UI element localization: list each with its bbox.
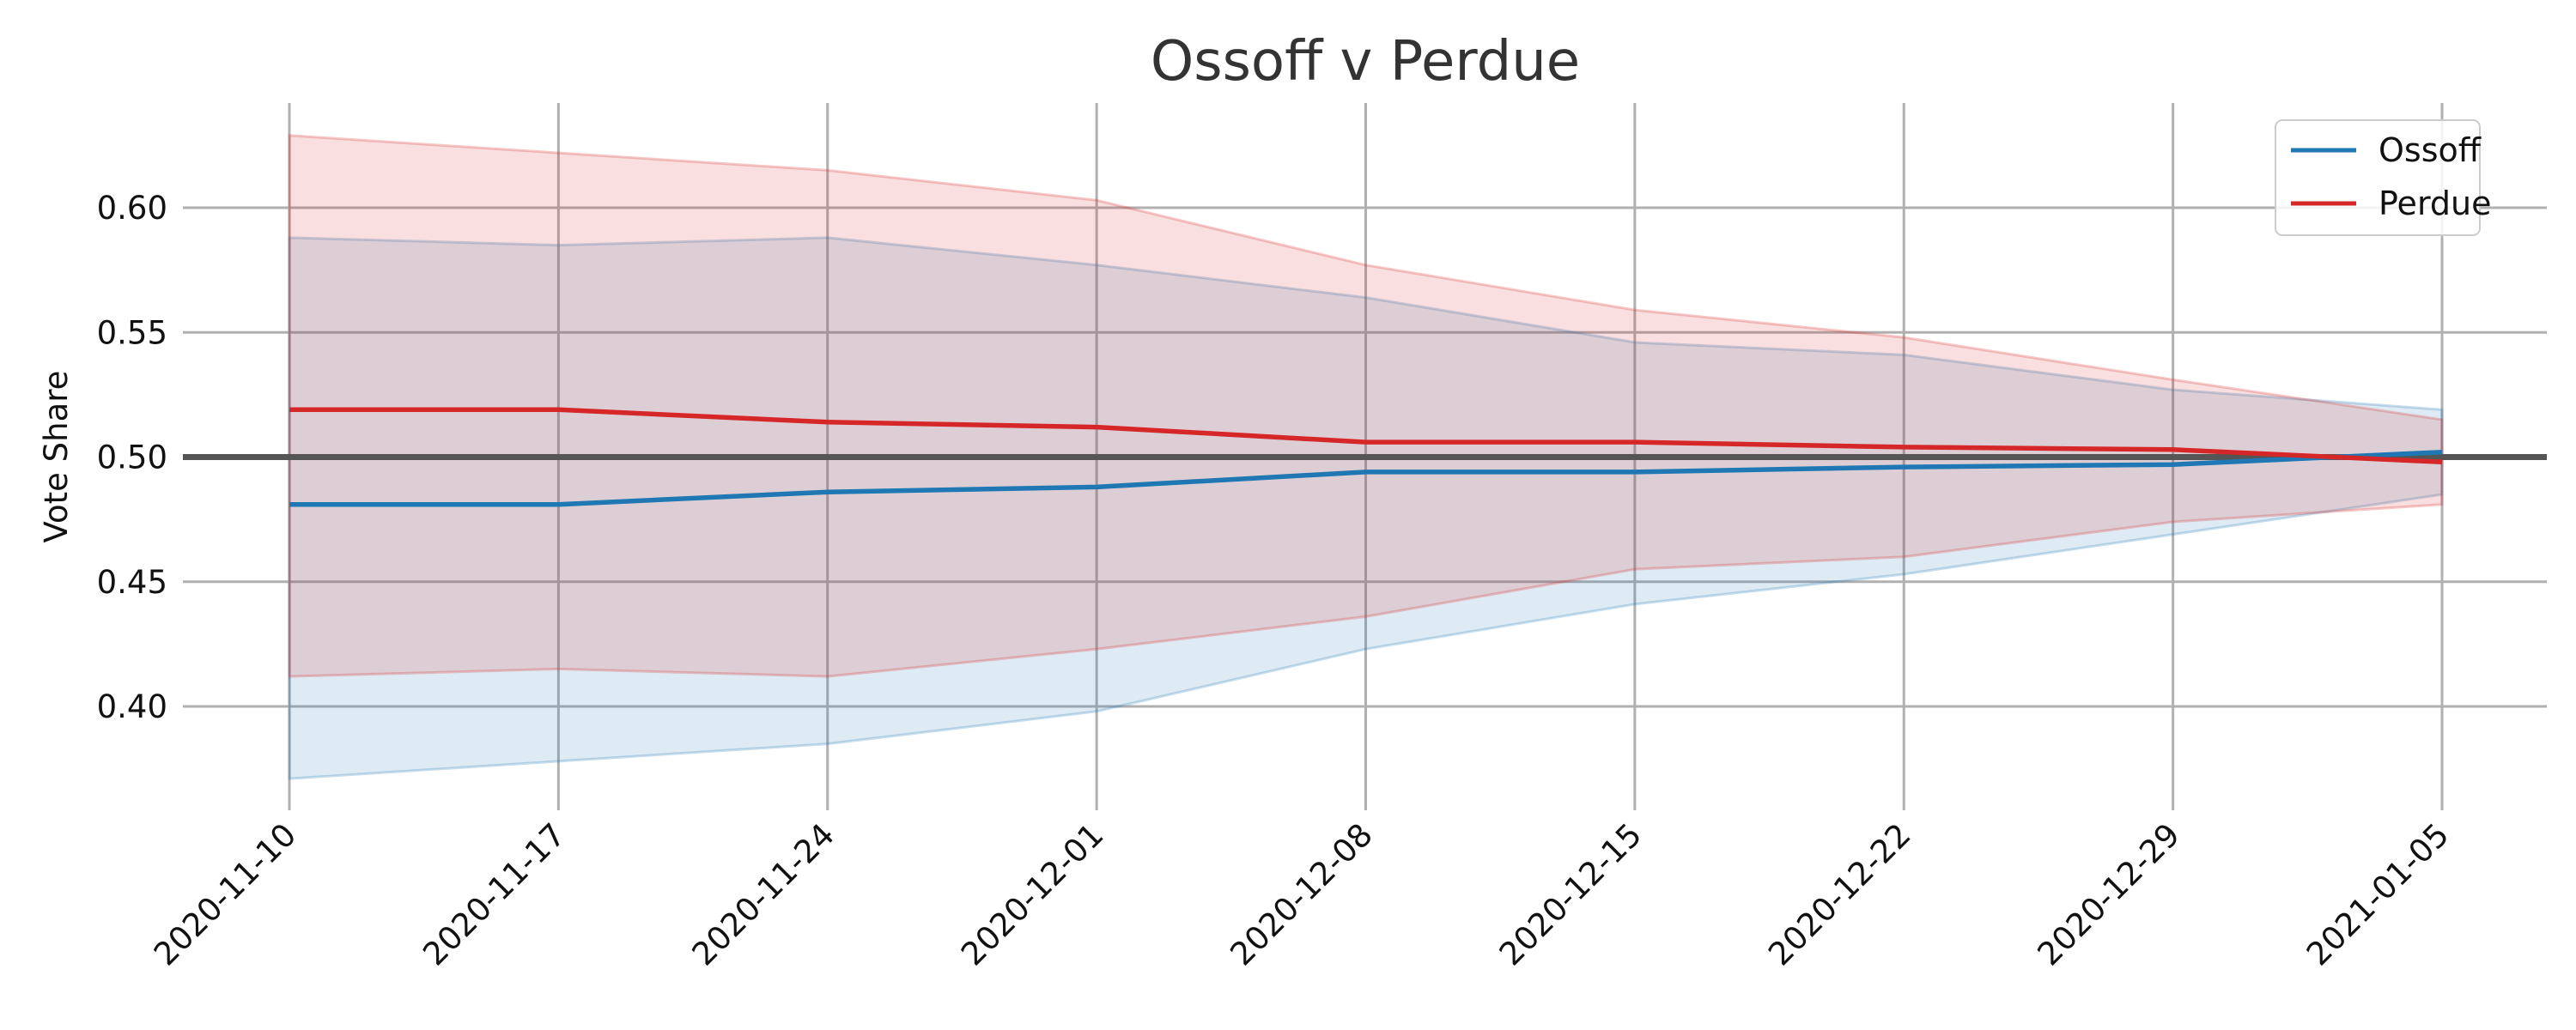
chart-title: Ossoff v Perdue: [1151, 30, 1580, 94]
x-tick-label: 2020-12-01: [954, 816, 1110, 972]
y-tick-label: 0.55: [97, 314, 167, 351]
x-tick-label: 2020-11-24: [685, 816, 841, 972]
legend-label-ossoff: Ossoff: [2379, 131, 2482, 169]
y-tick-labels: 0.40 0.45 0.50 0.55 0.60: [97, 190, 167, 725]
band-ossoff: [288, 236, 2444, 780]
legend-label-perdue: Perdue: [2379, 185, 2491, 222]
x-tick-label: 2020-11-10: [147, 816, 303, 972]
x-tick-labels: 2020-11-10 2020-11-17 2020-11-24 2020-12-01…: [147, 816, 2456, 972]
y-tick-label: 0.45: [97, 564, 167, 601]
series-lines: [289, 407, 2443, 507]
x-tick-label: 2020-12-08: [1223, 816, 1379, 972]
x-tick-label: 2020-12-15: [1492, 816, 1649, 972]
legend: Ossoff Perdue: [2275, 119, 2491, 236]
y-tick-label: 0.60: [97, 190, 167, 227]
x-tick-label: 2020-11-17: [416, 816, 572, 972]
band-perdue: [288, 134, 2444, 678]
x-tick-label: 2020-12-22: [1761, 816, 1917, 972]
y-tick-label: 0.50: [97, 439, 167, 476]
series-line-perdue: [289, 407, 2443, 465]
series-line-ossoff: [289, 449, 2443, 507]
confidence-bands: [288, 134, 2444, 780]
x-tick-label: 2021-01-05: [2300, 816, 2456, 972]
x-tick-label: 2020-12-29: [2031, 816, 2187, 972]
y-axis-label: Vote Share: [38, 371, 75, 543]
y-tick-label: 0.40: [97, 688, 167, 725]
